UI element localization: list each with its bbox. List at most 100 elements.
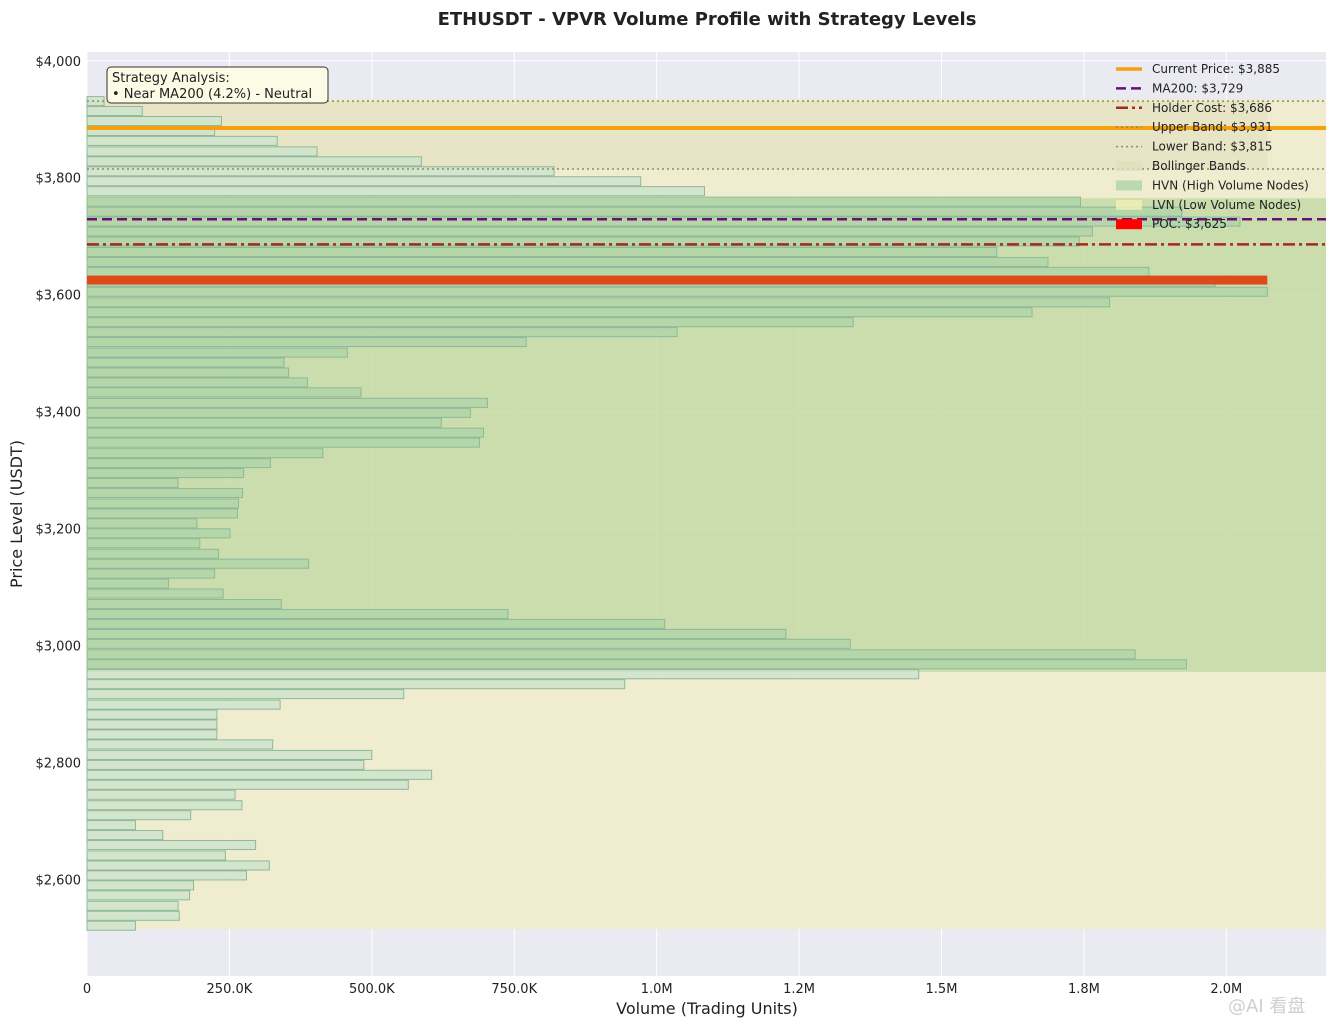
volume-bar [86,628,787,639]
volume-bar [86,729,218,740]
volume-bar [86,649,1136,660]
volume-bar [86,900,179,911]
strategy-annotation: Strategy Analysis:• Near MA200 (4.2%) - … [106,66,329,104]
volume-bar [86,367,290,378]
volume-bar [86,709,218,720]
volume-bar [86,659,1187,670]
volume-bar [86,638,851,649]
legend-label: Bollinger Bands [1152,159,1246,173]
legend-label: LVN (Low Volume Nodes) [1152,198,1301,212]
volume-bar [86,769,433,780]
volume-bar [86,135,278,146]
volume-bar [86,407,471,418]
volume-bar [86,397,488,408]
volume-bar [86,417,442,428]
volume-bar [86,548,220,559]
chart-title: ETHUSDT - VPVR Volume Profile with Strat… [438,9,977,30]
volume-bar [86,437,480,448]
volume-bar [86,820,136,831]
legend-swatch [1116,180,1142,191]
volume-bar [86,498,240,509]
x-axis-label: Volume (Trading Units) [616,999,798,1018]
volume-bar [86,106,143,117]
volume-bar [86,719,218,730]
volume-bar [86,669,920,680]
x-tick-label: 1.2M [783,982,815,997]
legend-label: HVN (High Volume Nodes) [1152,178,1309,192]
x-tick-label: 1.5M [926,982,958,997]
volume-bar [86,206,1183,217]
y-tick-label: $3,400 [36,406,82,421]
volume-bar [86,890,191,901]
volume-bar [86,910,180,921]
y-tick-label: $4,000 [36,55,82,70]
legend-label: Holder Cost: $3,686 [1152,101,1272,115]
volume-bar [86,115,222,127]
volume-bar [86,699,281,710]
volume-bar [86,156,422,167]
volume-bar [86,256,1049,267]
plot-area: 0 250.0K 500.0K 750.0K 1.0M 1.2M 1.5M 1.8M 2.0M $… [36,52,1326,997]
volume-bar [86,337,527,348]
volume-bar [86,850,226,861]
volume-bar [86,96,105,107]
volume-bar [86,810,192,821]
legend: Current Price: $3,885 MA200: $3,729 Holder… [1116,62,1309,231]
volume-bar [86,518,198,529]
volume-bar [86,246,998,258]
y-tick-label: $3,000 [36,640,82,655]
annotation-line: • Near MA200 (4.2%) - Neutral [112,87,312,102]
y-tick-label: $3,200 [36,523,82,538]
volume-bar [86,286,1268,297]
volume-bar [86,377,308,388]
volume-bar [86,347,348,358]
volume-bar [86,749,373,760]
y-tick-label: $2,800 [36,757,82,772]
volume-bar [86,226,1093,237]
watermark: @AI 看盘 [1228,996,1305,1017]
annotation-box [106,66,329,104]
volume-bar [86,266,1150,277]
volume-bar [86,307,1033,318]
volume-bar [86,779,409,790]
volume-bar [86,196,1081,207]
x-tick-label: 1.8M [1068,982,1100,997]
volume-bar [86,830,164,841]
annotation-line: Strategy Analysis: [112,71,230,86]
legend-label: Current Price: $3,885 [1152,62,1280,76]
volume-bar [86,468,245,479]
volume-bar [86,146,318,157]
y-tick-label: $3,600 [36,289,82,304]
volume-bar [86,568,216,579]
volume-bar [86,357,285,368]
volume-bar [86,578,169,589]
volume-bar [86,588,224,599]
volume-bar [86,387,362,398]
volume-bar [86,297,1111,308]
x-tick-label: 250.0K [207,982,253,997]
volume-bar [86,487,244,498]
legend-swatch [1116,161,1142,171]
volume-bar [86,880,195,891]
x-tick-label: 750.0K [491,982,537,997]
volume-bar [86,477,179,489]
volume-bar [86,558,310,569]
y-axis-label: Price Level (USDT) [7,440,26,588]
volume-bar [86,870,248,881]
volume-bar [86,317,854,328]
volume-bar [86,508,238,519]
volume-bar [86,448,324,459]
volume-bar [86,839,257,851]
volume-bar [86,236,1080,247]
x-tick-label: 0 [83,982,91,997]
volume-bar [86,327,678,338]
y-tick-label: $2,600 [36,874,82,889]
x-tick-label: 1.0M [641,982,673,997]
volume-bar [86,538,201,549]
volume-bar [86,458,271,469]
volume-bar [86,528,231,539]
volume-bar [86,679,626,690]
legend-label: Lower Band: $3,815 [1152,140,1272,154]
volume-bar [86,608,509,620]
